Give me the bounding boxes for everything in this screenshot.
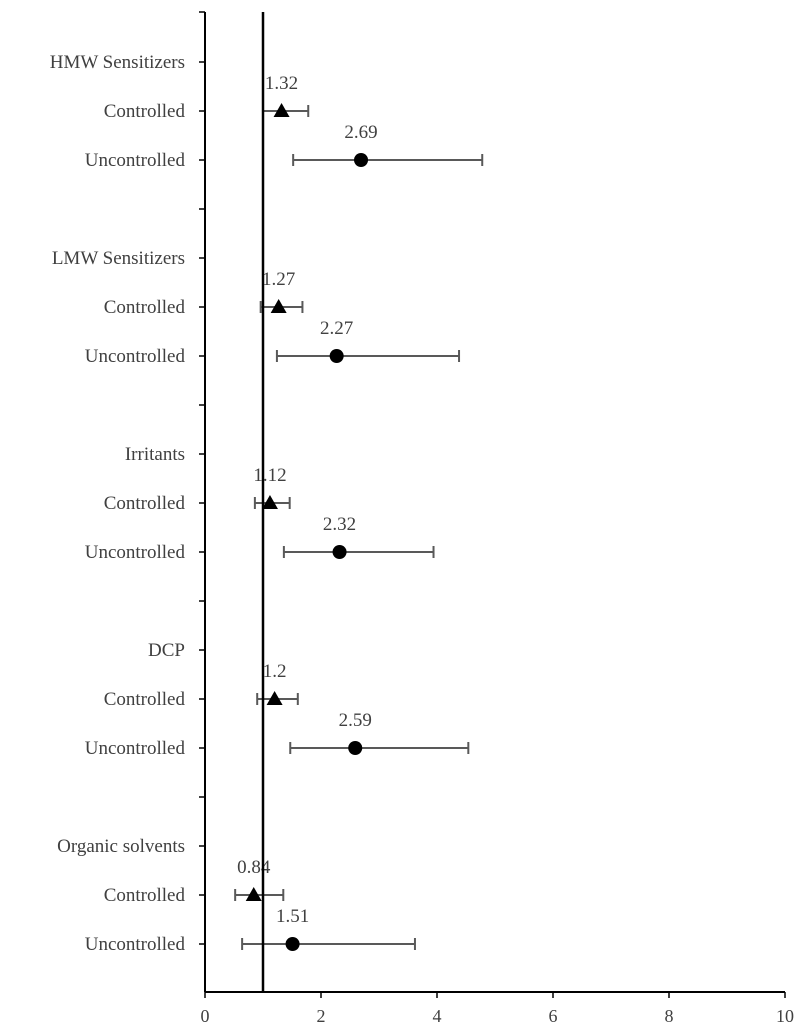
- row-label: Controlled: [104, 297, 186, 318]
- x-tick-label: 8: [665, 1006, 674, 1026]
- axes: 0 2 4 6 8 10: [199, 11, 794, 1026]
- group-label: HMW Sensitizers: [50, 52, 185, 73]
- value-label: 2.59: [339, 710, 372, 731]
- value-label: 2.27: [320, 318, 353, 339]
- row-label: Controlled: [104, 885, 186, 906]
- row-label: Uncontrolled: [85, 346, 186, 367]
- circle-marker: [329, 349, 344, 363]
- value-label: 2.69: [344, 122, 377, 143]
- row-label: Uncontrolled: [85, 934, 186, 955]
- group-label: Irritants: [125, 444, 185, 465]
- triangle-marker: [270, 299, 287, 313]
- circle-marker: [285, 937, 300, 951]
- value-label: 0.84: [237, 857, 271, 878]
- x-tick-label: 4: [433, 1006, 442, 1026]
- rows: HMW Sensitizers Controlled 1.32 Uncontrolle…: [50, 52, 484, 955]
- row-label: Uncontrolled: [85, 150, 186, 171]
- triangle-marker: [266, 691, 283, 705]
- value-label: 1.27: [262, 269, 295, 290]
- value-label: 1.2: [263, 661, 287, 682]
- x-tick-label: 0: [201, 1006, 210, 1026]
- value-label: 1.12: [253, 465, 286, 486]
- value-label: 1.51: [276, 906, 309, 927]
- triangle-marker: [245, 887, 262, 901]
- x-tick-label: 6: [549, 1006, 558, 1026]
- x-tick-label: 2: [317, 1006, 326, 1026]
- value-label: 2.32: [323, 514, 356, 535]
- row-label: Controlled: [104, 101, 186, 122]
- group-label: Organic solvents: [57, 836, 185, 857]
- circle-marker: [348, 741, 363, 755]
- row-label: Uncontrolled: [85, 542, 186, 563]
- group-label: LMW Sensitizers: [52, 248, 185, 269]
- row-label: Uncontrolled: [85, 738, 186, 759]
- circle-marker: [332, 545, 347, 559]
- x-tick-label: 10: [776, 1006, 794, 1026]
- group-label: DCP: [148, 640, 185, 661]
- value-label: 1.32: [265, 73, 298, 94]
- row-label: Controlled: [104, 689, 186, 710]
- triangle-marker: [261, 495, 278, 509]
- triangle-marker: [273, 103, 290, 117]
- row-label: Controlled: [104, 493, 186, 514]
- circle-marker: [354, 153, 369, 167]
